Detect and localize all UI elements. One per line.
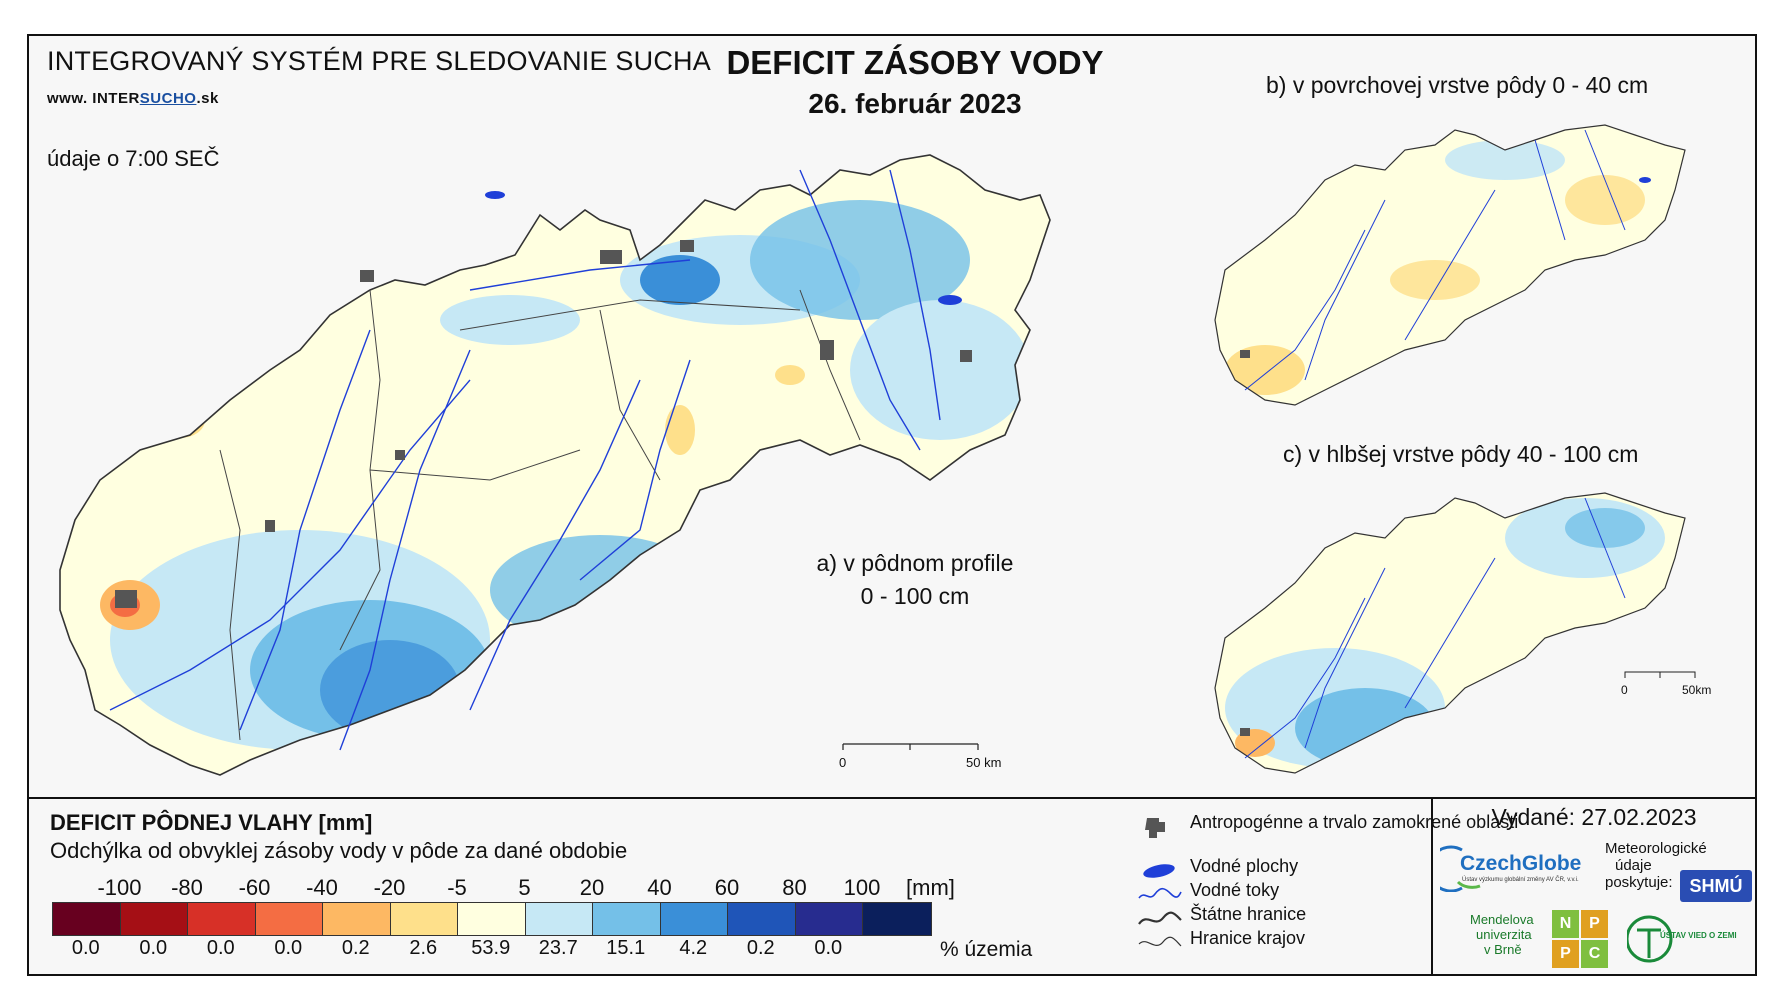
nppc-logo: N P P C: [1552, 910, 1608, 968]
legend-region-border-label: Hranice krajov: [1190, 928, 1306, 948]
nppc-n: N: [1552, 910, 1579, 938]
legend-swatch: [323, 903, 391, 935]
legend-tick-label: -80: [171, 875, 203, 900]
state-border-icon: [1138, 911, 1182, 925]
legend-tick-label: 60: [714, 875, 740, 900]
legend-percent-label: 2.6: [409, 937, 438, 959]
legend-tick-label: -5: [447, 875, 467, 900]
legend-swatch: [255, 903, 323, 935]
legend-tick-label: -100: [97, 875, 142, 900]
legend-swatch: [390, 903, 458, 935]
mendel-line1: Mendelova: [1470, 912, 1534, 927]
legend-percent-label: 53.9: [471, 937, 511, 959]
region-border-icon: [1138, 936, 1182, 947]
scale-bar-main: [842, 743, 979, 750]
legend-tick-label: 20: [579, 875, 605, 900]
url-prefix: www. INTER: [47, 90, 140, 107]
map-c-deep-layer: [1214, 492, 1686, 774]
scale-main-start: 0: [839, 755, 847, 770]
map-a-soil-profile: [59, 154, 1051, 776]
url-highlight: SUCHO: [139, 90, 197, 107]
meteo-line2: údaje: [1615, 857, 1652, 874]
meteo-line1: Meteorologické: [1605, 840, 1707, 857]
nppc-p2: P: [1552, 940, 1579, 968]
mendel-logo: Mendelova univerzita v Brně: [1470, 912, 1534, 957]
legend-percent-label: 0.0: [274, 937, 303, 959]
water-body-icon: [1143, 864, 1175, 878]
scale-bar-small: [1624, 671, 1696, 678]
czechglobe-logo: [1440, 845, 1481, 892]
scale-small-start: 0: [1621, 683, 1628, 697]
legend-tick-label: -60: [238, 875, 271, 900]
legend-swatch: [728, 903, 796, 935]
mendel-line3: v Brně: [1484, 942, 1522, 957]
legend-title: DEFICIT PÔDNEJ VLAHY [mm]: [50, 810, 373, 835]
legend-tick-label: 5: [518, 875, 531, 900]
map-a-label-line1: a) v pôdnom profile: [816, 550, 1014, 576]
meteo-line3: poskytuje:: [1605, 874, 1673, 891]
legend-tick-label: 100: [843, 875, 881, 900]
czechglobe-label: CzechGlobe: [1460, 852, 1582, 875]
uvz-logo: [1627, 915, 1673, 963]
legend-tick-label: 80: [782, 875, 807, 900]
time-note: údaje o 7:00 SEČ: [47, 146, 220, 171]
scale-main-end: 50 km: [966, 755, 1002, 770]
legend-percent-label: 4.2: [679, 937, 708, 959]
uvz-label: ÚSTAV VIED O ZEMI: [1660, 931, 1737, 940]
legend-tick-label: -40: [306, 875, 338, 900]
website-link[interactable]: www. INTERSUCHO.sk: [47, 90, 219, 107]
issued-date: Vydané: 27.02.2023: [1491, 804, 1697, 830]
legend-swatch: [795, 903, 863, 935]
legend-rivers-label: Vodné toky: [1190, 880, 1280, 900]
legend-unit-pct: % územia: [940, 938, 1033, 961]
map-b-label: b) v povrchovej vrstve pôdy 0 - 40 cm: [1266, 72, 1649, 98]
shmu-logo: SHMÚ: [1680, 870, 1752, 902]
legend-percent-label: 0.0: [71, 937, 100, 959]
legend-water-label: Vodné plochy: [1190, 856, 1299, 876]
nppc-c: C: [1581, 940, 1608, 968]
map-a-label: a) v pôdnom profile 0 - 100 cm: [760, 547, 1070, 613]
map-a-label-line2: 0 - 100 cm: [860, 583, 970, 609]
legend-state-border-label: Štátne hranice: [1190, 904, 1307, 924]
scale-small-end: 50km: [1682, 683, 1712, 697]
system-title: INTEGROVANÝ SYSTÉM PRE SLEDOVANIE SUCHA: [47, 46, 711, 76]
legend-swatch: [458, 903, 526, 935]
legend-swatch: [863, 903, 931, 935]
legend-percent-label: 0.2: [341, 937, 370, 959]
legend-ticks: -100 -80 -60 -40 -20 -5 5 20 40 60 80 100: [52, 875, 952, 905]
map-c-label: c) v hlbšej vrstve pôdy 40 - 100 cm: [1283, 441, 1639, 467]
legend-swatch: [660, 903, 728, 935]
legend-percent-label: 0.2: [746, 937, 775, 959]
credits-divider: [1431, 797, 1433, 976]
url-suffix: .sk: [196, 90, 219, 107]
legend-percent-label: 15.1: [606, 937, 646, 959]
river-icon: [1138, 887, 1182, 899]
meteo-provider: Meteorologické údaje poskytuje:: [1605, 840, 1707, 891]
czechglobe-sublabel: Ústav výzkumu globální změny AV ČR, v.v.…: [1462, 877, 1579, 883]
legend-percent-label: 0.0: [206, 937, 235, 959]
map-date: 26. február 2023: [808, 88, 1022, 119]
legend-percent-label: 0.0: [139, 937, 168, 959]
legend-unit-mm: [mm]: [906, 875, 955, 900]
legend-divider: [27, 797, 1757, 799]
urban-area-icon: [1145, 818, 1165, 838]
legend-percent-label: 0.0: [814, 937, 843, 959]
legend-swatch: [525, 903, 593, 935]
map-b-surface-layer: [1214, 124, 1686, 406]
legend-swatch: [593, 903, 661, 935]
legend-urban-label: Antropogénne a trvalo zamokrené oblasti: [1190, 812, 1519, 832]
legend-swatch: [53, 903, 121, 935]
mendel-line2: univerzita: [1476, 927, 1532, 942]
legend-tick-label: -20: [373, 875, 406, 900]
nppc-p1: P: [1581, 910, 1608, 938]
map-title: DEFICIT ZÁSOBY VODY: [726, 44, 1104, 81]
legend-percents: 0.0 0.0 0.0 0.0 0.2 2.6 53.9 23.7 15.1 4.2 0.2 0.0: [52, 937, 952, 965]
legend-swatch: [188, 903, 256, 935]
legend-tick-label: 40: [647, 875, 672, 900]
legend-percent-label: 23.7: [538, 937, 578, 959]
legend-color-bar: [52, 902, 932, 936]
legend-subtitle: Odchýlka od obvyklej zásoby vody v pôde …: [50, 838, 628, 863]
legend-swatch: [120, 903, 188, 935]
